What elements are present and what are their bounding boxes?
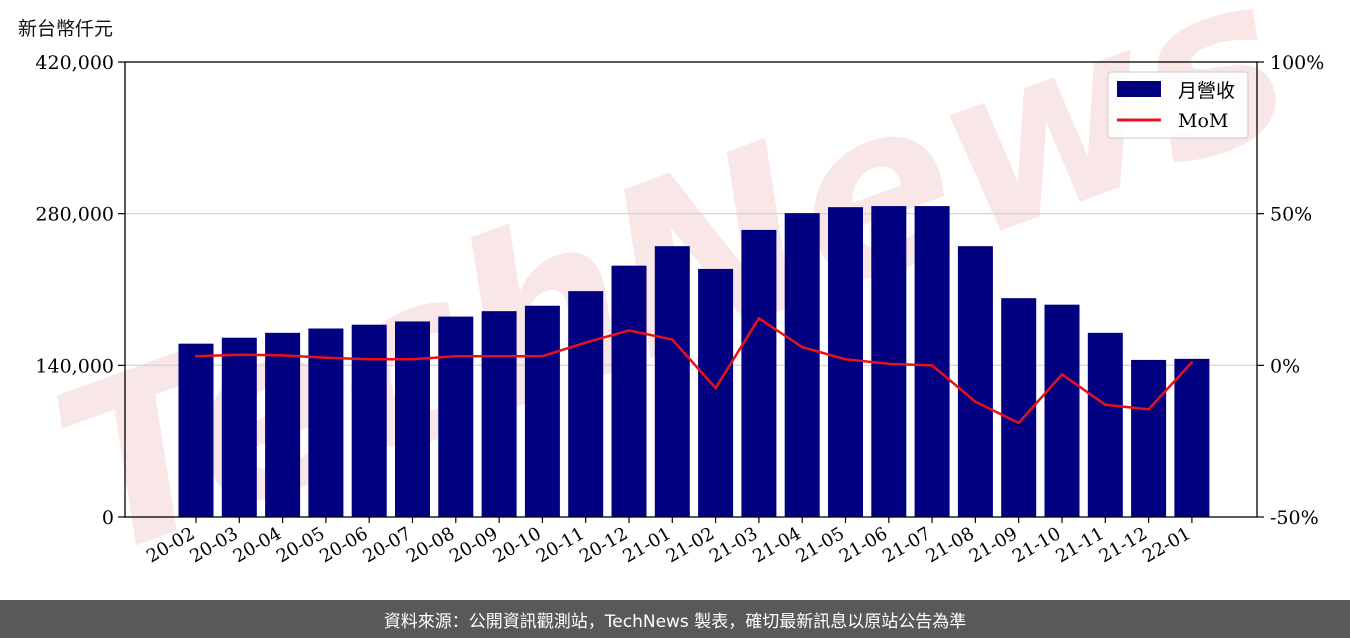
bar-21-04 <box>784 213 820 517</box>
x-tick-label-22-01: 22-01 <box>1139 523 1194 567</box>
plot-frame <box>124 61 1258 518</box>
mom-point-21-03 <box>757 317 761 320</box>
mom-point-20-02 <box>194 355 198 358</box>
mom-point-21-02 <box>714 386 717 390</box>
line-layer <box>194 317 1194 425</box>
y2-tick-label: 0% <box>1270 355 1300 377</box>
x-tick-label-20-12: 20-12 <box>576 523 631 567</box>
bar-20-10 <box>524 305 560 517</box>
mom-point-21-11 <box>1104 403 1107 406</box>
x-tick-label-20-09: 20-09 <box>446 523 501 567</box>
mom-point-21-12 <box>1147 408 1150 411</box>
mom-point-21-07 <box>930 364 934 367</box>
bar-20-09 <box>481 311 517 517</box>
mom-point-21-04 <box>801 345 804 349</box>
bar-20-11 <box>568 291 604 517</box>
y2-tick-label: 50% <box>1270 204 1312 226</box>
y2-tick-label: 100% <box>1270 52 1324 74</box>
x-tick-label-21-07: 21-07 <box>879 523 934 567</box>
bar-21-12 <box>1131 359 1167 517</box>
mom-point-20-12 <box>627 329 631 332</box>
x-tick-label-21-03: 21-03 <box>706 523 761 567</box>
bar-22-01 <box>1174 358 1210 517</box>
bar-21-11 <box>1087 332 1123 517</box>
x-tick-label-20-08: 20-08 <box>403 523 458 567</box>
legend-label-line: MoM <box>1178 110 1228 132</box>
mom-point-20-04 <box>281 354 284 357</box>
bar-20-06 <box>351 324 387 517</box>
bar-21-10 <box>1044 304 1080 517</box>
mom-point-21-01 <box>671 338 674 341</box>
bar-21-01 <box>654 246 690 517</box>
x-tick-label-21-01: 21-01 <box>619 523 674 567</box>
y-axis-unit-label: 新台幣仟元 <box>18 18 114 40</box>
bar-20-12 <box>611 265 647 517</box>
bar-20-02 <box>178 343 214 517</box>
mom-point-20-09 <box>497 355 501 358</box>
footer-source: 資料來源：公開資訊觀測站，TechNews 製表，確切最新訊息以原站公告為準 <box>0 600 1350 638</box>
mom-point-21-08 <box>974 400 977 403</box>
bar-20-04 <box>265 332 301 517</box>
mom-point-22-01 <box>1190 361 1194 364</box>
bar-21-05 <box>828 207 863 517</box>
mom-point-21-06 <box>887 362 890 366</box>
mom-point-20-08 <box>454 355 457 358</box>
mom-point-21-05 <box>844 358 847 361</box>
bar-21-03 <box>741 229 777 517</box>
x-tick-label-21-10: 21-10 <box>1009 523 1064 567</box>
bar-21-02 <box>698 268 734 517</box>
bar-20-08 <box>438 316 474 517</box>
mom-point-20-05 <box>324 356 328 359</box>
x-tick-label-21-12: 21-12 <box>1096 523 1151 567</box>
mom-point-21-09 <box>1017 421 1020 425</box>
bar-layer <box>178 206 1210 518</box>
x-tick-label-21-09: 21-09 <box>966 523 1021 567</box>
y-tick-label: 420,000 <box>35 52 114 74</box>
mom-line <box>195 317 1193 425</box>
y2-tick-label: -50% <box>1270 507 1319 529</box>
x-tick-label-21-05: 21-05 <box>793 523 848 567</box>
legend-label-bar: 月營收 <box>1178 80 1235 102</box>
bar-21-07 <box>914 206 950 518</box>
mom-point-20-10 <box>541 355 544 358</box>
bar-21-08 <box>957 246 993 517</box>
mom-point-20-06 <box>368 358 371 361</box>
bar-21-09 <box>1001 298 1037 517</box>
bar-20-05 <box>308 328 344 517</box>
bar-20-03 <box>221 337 257 517</box>
mom-point-20-11 <box>584 341 587 344</box>
x-tick-label-21-04: 21-04 <box>749 523 804 567</box>
mom-point-20-03 <box>238 353 241 356</box>
x-tick-label-21-02: 21-02 <box>663 523 718 567</box>
x-tick-label-20-11: 20-11 <box>533 523 588 567</box>
y-tick-label: 0 <box>102 507 114 529</box>
y-tick-label: 280,000 <box>35 204 114 226</box>
bar-20-07 <box>395 321 430 517</box>
x-tick-label-21-11: 21-11 <box>1052 523 1107 567</box>
legend: 月營收 MoM <box>1107 71 1249 139</box>
mom-point-21-10 <box>1060 373 1064 376</box>
legend-swatch-bar <box>1117 81 1161 97</box>
x-tick-label-21-06: 21-06 <box>836 523 891 567</box>
chart: TechNews 0140,000280,000420,000-50%0%50%… <box>26 0 1325 600</box>
mom-point-20-07 <box>411 358 414 361</box>
x-tick-label-20-07: 20-07 <box>360 523 415 567</box>
x-tick-label-20-10: 20-10 <box>489 523 544 567</box>
x-tick-label-21-08: 21-08 <box>922 523 977 567</box>
y-tick-label: 140,000 <box>35 355 114 377</box>
